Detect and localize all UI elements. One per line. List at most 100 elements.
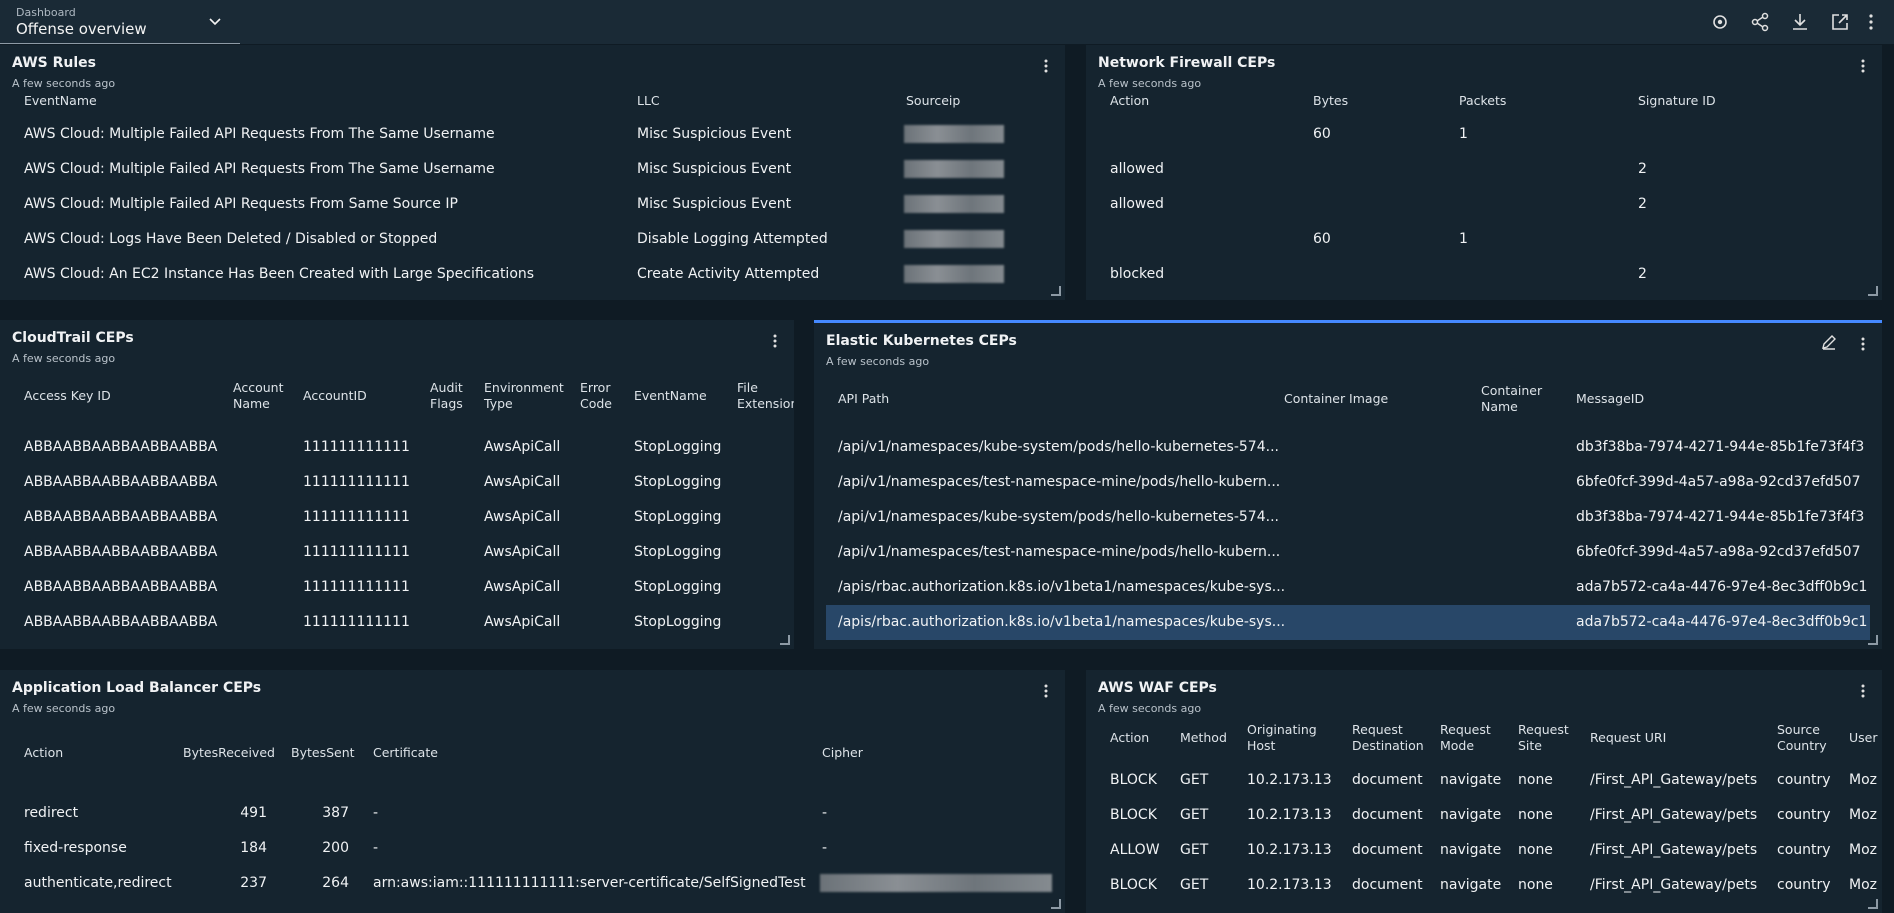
table-cell: navigate <box>1440 807 1501 823</box>
table-cell: Create Activity Attempted <box>637 266 819 282</box>
more-icon[interactable] <box>1866 12 1876 32</box>
open-icon[interactable] <box>1830 12 1850 32</box>
table-cell: none <box>1518 842 1553 858</box>
column-header: User <box>1849 730 1878 746</box>
panel-menu[interactable] <box>1043 57 1049 75</box>
panel: AWS RulesA few seconds agoEventNameLLCSo… <box>0 45 1065 300</box>
table-cell: AwsApiCall <box>484 439 560 455</box>
table-cell: /apis/rbac.authorization.k8s.io/v1beta1/… <box>838 614 1285 630</box>
table-cell: 111111111111 <box>303 614 410 630</box>
share-icon[interactable] <box>1750 12 1770 32</box>
table-cell: 111111111111 <box>303 474 410 490</box>
settings-icon[interactable] <box>1710 12 1730 32</box>
column-header: Error Code <box>580 380 628 412</box>
panel-subtitle: A few seconds ago <box>12 77 115 90</box>
resize-handle[interactable] <box>1868 286 1878 296</box>
table-cell: none <box>1518 772 1553 788</box>
table-cell: country <box>1777 877 1831 893</box>
table-cell: ada7b572-ca4a-4476-97e4-8ec3dff0b9c1 <box>1576 614 1867 630</box>
dashboard-select[interactable]: Dashboard Offense overview <box>0 0 240 44</box>
table-cell: AWS Cloud: Multiple Failed API Requests … <box>24 126 495 142</box>
table-cell: 2 <box>1638 196 1647 212</box>
column-header: Method <box>1180 730 1227 746</box>
resize-handle[interactable] <box>1868 899 1878 909</box>
table-cell: blocked <box>1110 266 1164 282</box>
table-cell: AWS Cloud: Multiple Failed API Requests … <box>24 161 495 177</box>
download-icon[interactable] <box>1790 12 1810 32</box>
panel-menu[interactable] <box>1043 682 1049 700</box>
top-bar: Dashboard Offense overview <box>0 0 1894 44</box>
table-cell: 184 <box>240 840 267 856</box>
table-cell: AwsApiCall <box>484 509 560 525</box>
table-cell: 60 <box>1313 126 1331 142</box>
table-cell: AWS Cloud: Multiple Failed API Requests … <box>24 196 458 212</box>
table-cell: country <box>1777 807 1831 823</box>
table-cell: AwsApiCall <box>484 474 560 490</box>
column-header: Bytes <box>1313 93 1348 109</box>
table-cell: country <box>1777 842 1831 858</box>
table-cell: 10.2.173.13 <box>1247 842 1332 858</box>
redacted-value <box>904 265 1004 283</box>
edit-button[interactable] <box>1820 333 1838 351</box>
column-header: Sourceip <box>906 93 960 109</box>
column-header: Packets <box>1459 93 1506 109</box>
table-cell: AWS Cloud: An EC2 Instance Has Been Crea… <box>24 266 534 282</box>
panel-title: AWS Rules <box>12 55 96 71</box>
table-cell: - <box>822 805 827 821</box>
panel-subtitle: A few seconds ago <box>1098 77 1201 90</box>
resize-handle[interactable] <box>1051 899 1061 909</box>
resize-handle[interactable] <box>1051 286 1061 296</box>
table-cell: ALLOW <box>1110 842 1160 858</box>
table-cell: /First_API_Gateway/pets <box>1590 807 1757 823</box>
column-header: Source Country <box>1777 722 1843 754</box>
table-cell: navigate <box>1440 842 1501 858</box>
column-header: Environment Type <box>484 380 574 412</box>
table-cell: ABBAABBAABBAABBAABBA <box>24 509 217 525</box>
more-icon <box>1860 335 1866 353</box>
table-cell: StopLogging <box>634 474 721 490</box>
table-cell: none <box>1518 807 1553 823</box>
table-cell: GET <box>1180 807 1208 823</box>
panel-menu[interactable] <box>1860 57 1866 75</box>
column-header: EventName <box>24 93 97 109</box>
panel-menu[interactable] <box>772 332 778 350</box>
resize-handle[interactable] <box>780 635 790 645</box>
table-cell: db3f38ba-7974-4271-944e-85b1fe73f4f3 <box>1576 439 1864 455</box>
table-cell: 2 <box>1638 266 1647 282</box>
table-cell: 491 <box>240 805 267 821</box>
table-cell: BLOCK <box>1110 877 1157 893</box>
table-cell: ada7b572-ca4a-4476-97e4-8ec3dff0b9c1 <box>1576 579 1867 595</box>
panel: Elastic Kubernetes CEPsA few seconds ago… <box>814 320 1882 649</box>
panel-subtitle: A few seconds ago <box>1098 702 1201 715</box>
resize-handle[interactable] <box>1868 635 1878 645</box>
select-label: Dashboard <box>16 6 76 19</box>
panel-menu[interactable] <box>1860 682 1866 700</box>
more-icon <box>772 332 778 350</box>
column-header: Access Key ID <box>24 388 111 404</box>
redacted-value <box>820 874 1052 892</box>
redacted-value <box>904 195 1004 213</box>
table-cell: 111111111111 <box>303 439 410 455</box>
table-cell: allowed <box>1110 161 1164 177</box>
table-cell: Moz <box>1849 772 1877 788</box>
table-cell: StopLogging <box>634 509 721 525</box>
more-icon <box>1043 682 1049 700</box>
table-cell: ABBAABBAABBAABBAABBA <box>24 544 217 560</box>
table-cell: 111111111111 <box>303 509 410 525</box>
panel-subtitle: A few seconds ago <box>12 352 115 365</box>
table-cell: navigate <box>1440 772 1501 788</box>
table-cell: /api/v1/namespaces/kube-system/pods/hell… <box>838 439 1279 455</box>
table-cell: 1 <box>1459 231 1468 247</box>
table-cell: 264 <box>322 875 349 891</box>
column-header: Request Site <box>1518 722 1584 754</box>
table-cell: 6bfe0fcf-399d-4a57-a98a-92cd37efd507 <box>1576 544 1860 560</box>
table-cell: AwsApiCall <box>484 614 560 630</box>
panel-menu[interactable] <box>1860 335 1866 353</box>
redacted-value <box>904 125 1004 143</box>
table-cell: Disable Logging Attempted <box>637 231 828 247</box>
table-cell: Misc Suspicious Event <box>637 126 791 142</box>
table-cell: - <box>373 805 378 821</box>
table-cell: Misc Suspicious Event <box>637 161 791 177</box>
column-header: Action <box>1110 93 1149 109</box>
